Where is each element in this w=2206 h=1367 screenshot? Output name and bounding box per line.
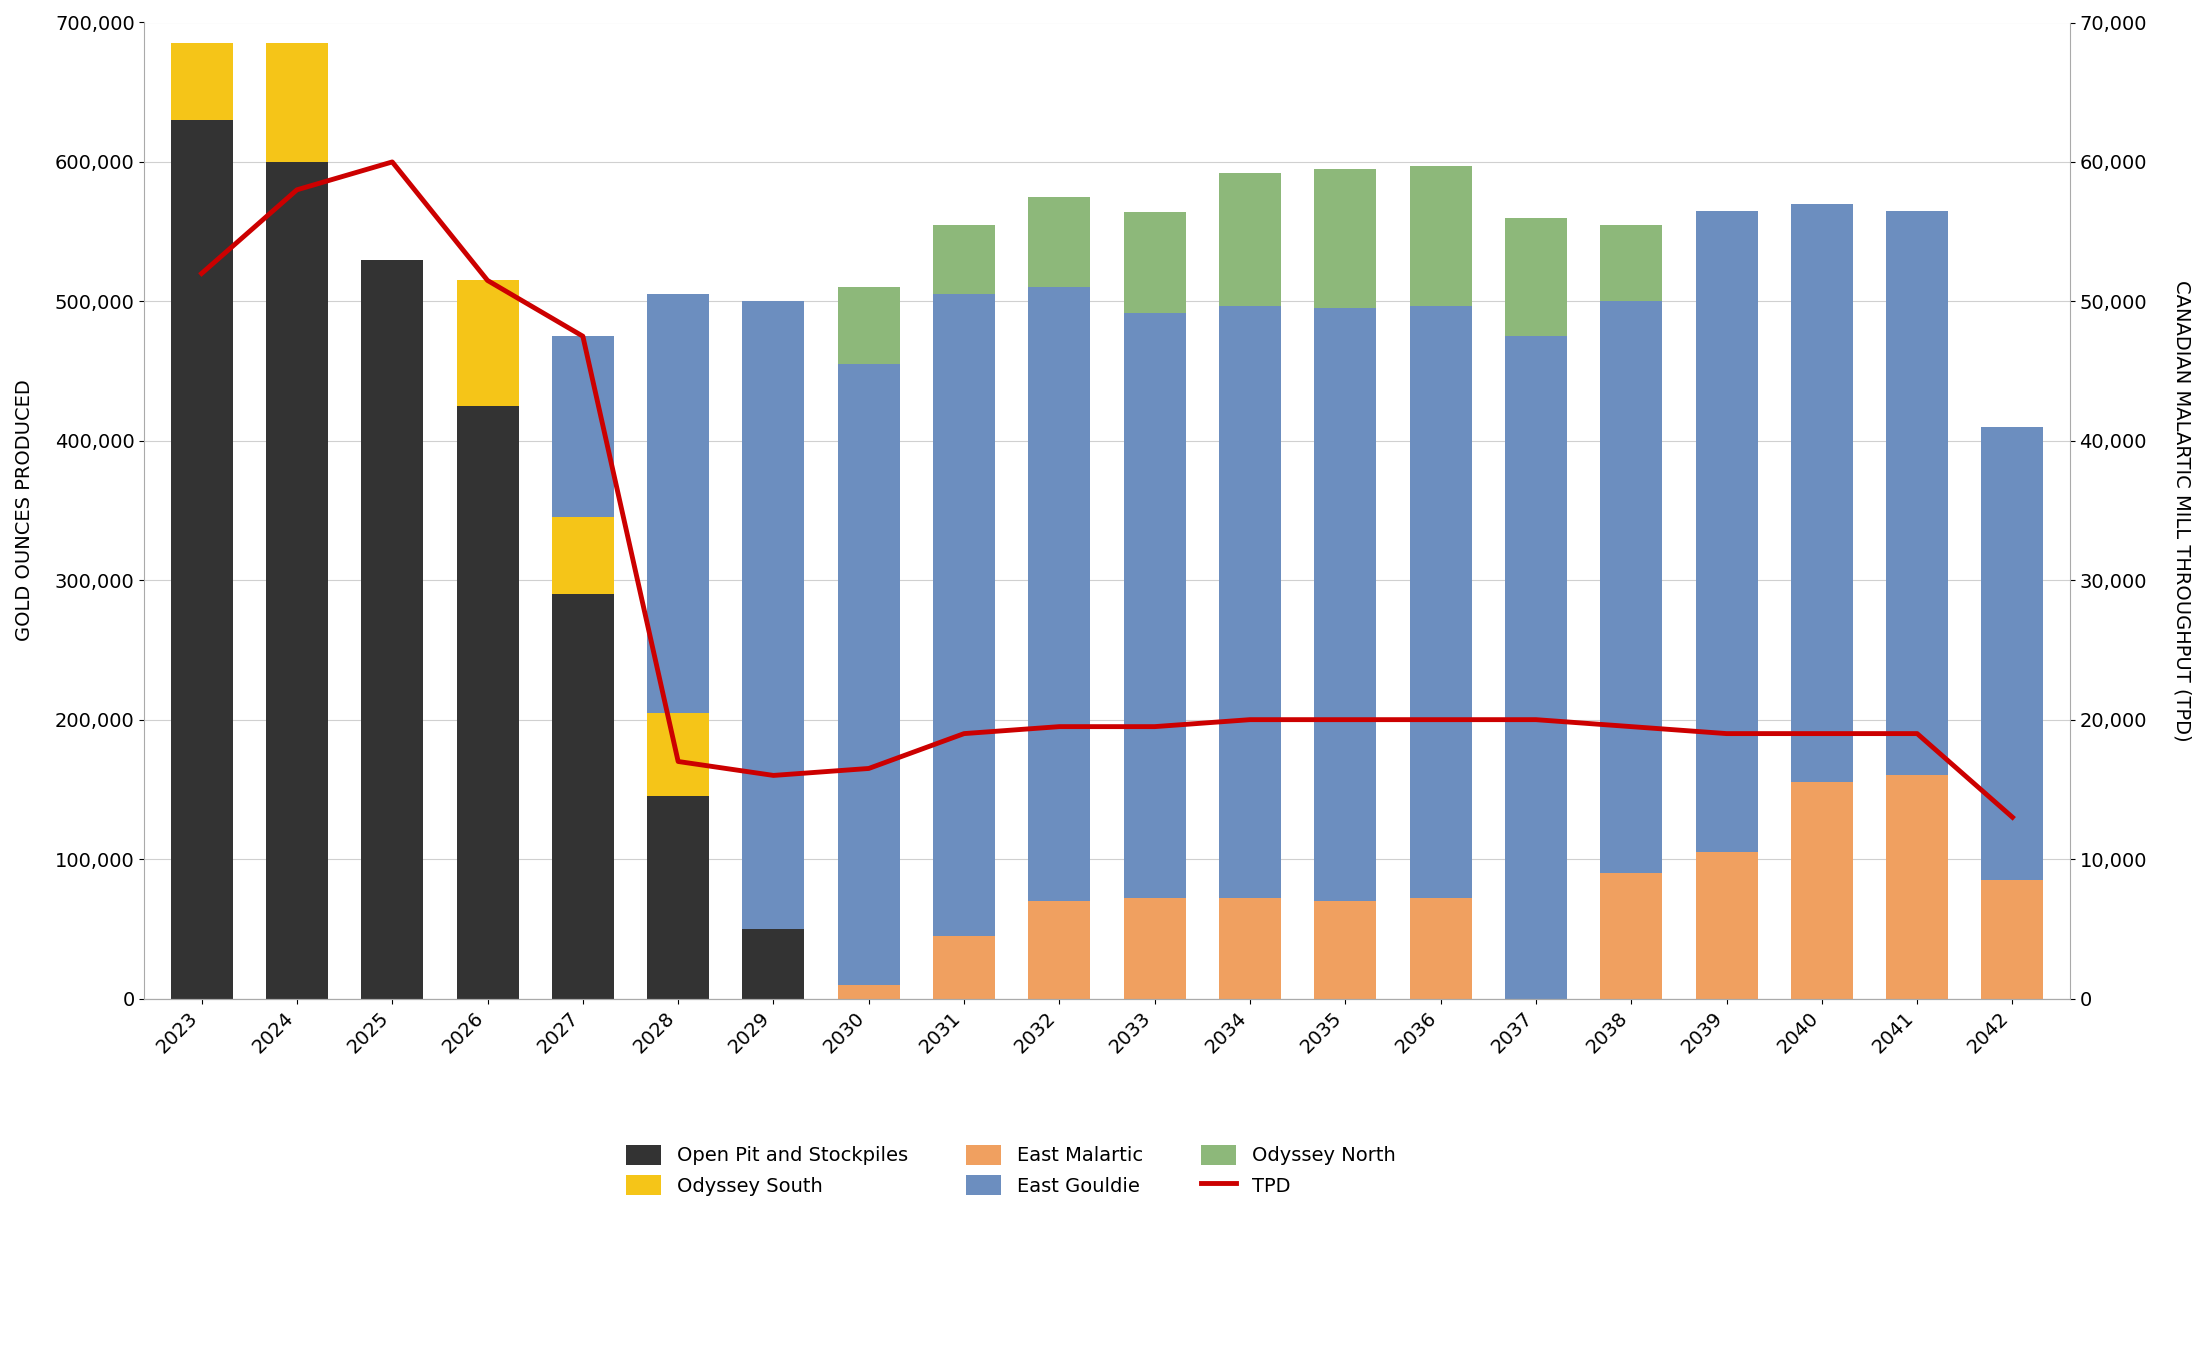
- Bar: [1410, 306, 1471, 898]
- Bar: [838, 984, 900, 998]
- Bar: [838, 364, 900, 984]
- Bar: [552, 518, 613, 595]
- Bar: [1410, 167, 1471, 306]
- Bar: [362, 260, 424, 998]
- Bar: [1028, 901, 1090, 998]
- Bar: [552, 336, 613, 518]
- Bar: [1028, 287, 1090, 901]
- Bar: [1696, 211, 1758, 852]
- Bar: [1504, 336, 1566, 998]
- Bar: [170, 120, 232, 998]
- TPD: [1522, 711, 1549, 727]
- TPD: [1332, 711, 1359, 727]
- Bar: [933, 294, 995, 936]
- TPD: [1617, 719, 1643, 735]
- Bar: [1886, 775, 1948, 998]
- TPD: [1046, 719, 1072, 735]
- Bar: [267, 161, 329, 998]
- Bar: [1123, 313, 1185, 898]
- TPD: [1238, 711, 1264, 727]
- Y-axis label: CANADIAN MALARTIC MILL THROUGHPUT (TPD): CANADIAN MALARTIC MILL THROUGHPUT (TPD): [2173, 280, 2191, 741]
- Bar: [1599, 874, 1661, 998]
- Bar: [1123, 212, 1185, 313]
- TPD: [761, 767, 788, 783]
- TPD: [951, 726, 977, 742]
- Bar: [1123, 898, 1185, 998]
- Bar: [1028, 197, 1090, 287]
- Y-axis label: GOLD OUNCES PRODUCED: GOLD OUNCES PRODUCED: [15, 380, 33, 641]
- Bar: [457, 406, 518, 998]
- Bar: [933, 936, 995, 998]
- Bar: [1220, 306, 1282, 898]
- Bar: [1791, 204, 1853, 782]
- TPD: [474, 272, 501, 288]
- Bar: [646, 294, 708, 712]
- Bar: [267, 44, 329, 161]
- Bar: [1791, 782, 1853, 998]
- Line: TPD: TPD: [201, 161, 2012, 817]
- Legend: Open Pit and Stockpiles, Odyssey South, East Malartic, East Gouldie, Odyssey Nor: Open Pit and Stockpiles, Odyssey South, …: [615, 1135, 1405, 1206]
- Bar: [743, 301, 805, 928]
- Bar: [646, 712, 708, 797]
- Bar: [1410, 898, 1471, 998]
- Bar: [646, 797, 708, 998]
- TPD: [1999, 809, 2025, 826]
- Bar: [1315, 901, 1377, 998]
- Bar: [1981, 427, 2043, 880]
- TPD: [1141, 719, 1167, 735]
- Bar: [457, 280, 518, 406]
- Bar: [1981, 880, 2043, 998]
- Bar: [1696, 852, 1758, 998]
- TPD: [1904, 726, 1930, 742]
- Bar: [170, 44, 232, 120]
- TPD: [188, 265, 214, 282]
- Bar: [1504, 217, 1566, 336]
- Bar: [1315, 309, 1377, 901]
- Bar: [1599, 301, 1661, 874]
- Bar: [1315, 170, 1377, 309]
- TPD: [569, 328, 596, 344]
- TPD: [1714, 726, 1741, 742]
- Bar: [838, 287, 900, 364]
- Bar: [552, 595, 613, 998]
- TPD: [379, 153, 406, 170]
- Bar: [933, 224, 995, 294]
- TPD: [664, 753, 690, 770]
- Bar: [743, 928, 805, 998]
- Bar: [1220, 898, 1282, 998]
- TPD: [1809, 726, 1835, 742]
- TPD: [1427, 711, 1454, 727]
- Bar: [1220, 174, 1282, 306]
- TPD: [285, 182, 311, 198]
- Bar: [1599, 224, 1661, 301]
- TPD: [856, 760, 882, 776]
- Bar: [1886, 211, 1948, 775]
